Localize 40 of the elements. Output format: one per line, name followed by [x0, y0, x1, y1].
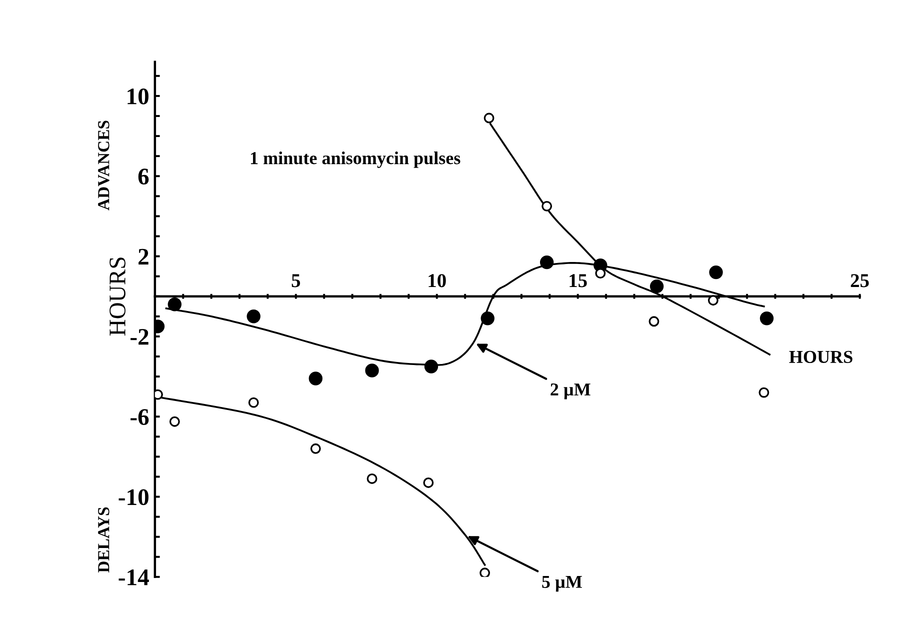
point	[480, 312, 494, 326]
point	[308, 372, 322, 386]
point	[708, 295, 718, 306]
point	[310, 443, 321, 454]
text: DELAYS	[98, 507, 110, 573]
point	[760, 312, 774, 326]
point	[648, 316, 660, 327]
point	[758, 387, 770, 398]
y-tick-label: -6	[130, 409, 149, 426]
x-axis-title: HOURS	[789, 350, 852, 364]
point	[709, 265, 723, 280]
y-tick-label: 10	[128, 88, 148, 104]
point	[168, 298, 182, 312]
y-tick-label: -14	[118, 570, 149, 586]
text: ADVANCES	[98, 120, 110, 210]
point	[366, 473, 378, 484]
point	[423, 477, 434, 488]
point	[424, 360, 438, 374]
point	[484, 112, 494, 124]
y-tick-label: 6	[138, 168, 149, 185]
annotation: 5 µM	[542, 576, 582, 592]
point	[650, 279, 664, 294]
y-axis-title: HOURS	[110, 258, 126, 336]
point	[540, 255, 554, 270]
point	[542, 200, 552, 212]
point	[365, 364, 379, 378]
y-tick-label: -10	[118, 489, 148, 506]
x-tick-label: 25	[850, 274, 869, 288]
x-tick-label: 5	[292, 274, 300, 288]
y-tick-label: 2	[138, 248, 148, 264]
point	[169, 416, 180, 427]
x-tick-label: 15	[570, 274, 587, 288]
annotation: 2 µM	[550, 383, 590, 400]
point	[480, 568, 490, 577]
point	[595, 268, 606, 279]
point	[248, 397, 259, 408]
x-tick-label: 10	[428, 274, 446, 288]
annotation: 1 minute anisomycin pulses	[250, 152, 460, 168]
point	[246, 310, 260, 324]
y-tick-label: -2	[130, 328, 148, 345]
